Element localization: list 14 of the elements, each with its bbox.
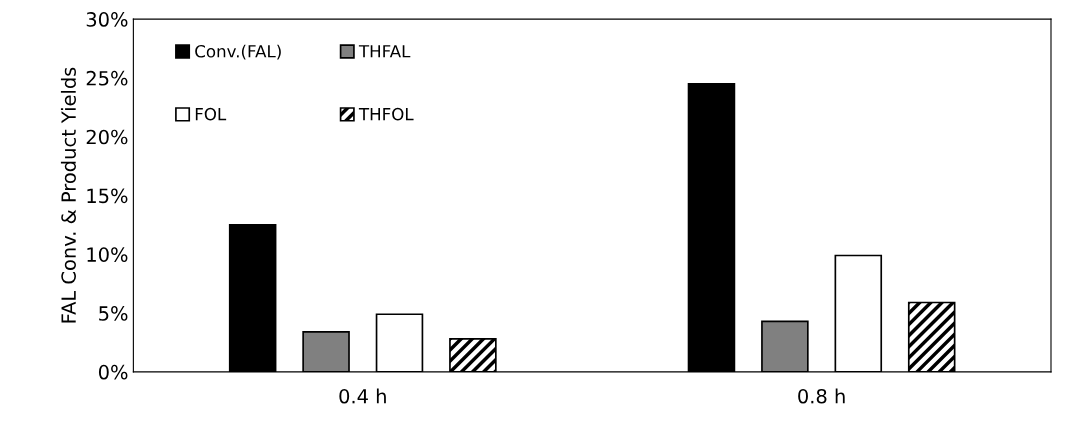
y-tick-label: 15%: [87, 188, 128, 204]
y-tick-label: 5%: [99, 306, 128, 321]
legend-label: THFOL: [358, 107, 414, 121]
y-tick-label: 10%: [87, 247, 128, 262]
y-tick-label: 30%: [86, 12, 128, 27]
x-tick-label: 0.8 h: [798, 388, 845, 404]
legend-label: Conv.(FAL): [195, 44, 281, 60]
y-tick-label: 0%: [98, 364, 128, 380]
legend-label: FOL: [195, 107, 227, 121]
legend-label: THFAL: [358, 45, 411, 58]
x-tick-label: 0.4 h: [339, 388, 386, 404]
y-tick-label: 20%: [86, 129, 128, 145]
y-axis-title: FAL Conv. & Product Yields: [60, 67, 76, 323]
y-tick-label: 25%: [86, 70, 128, 86]
